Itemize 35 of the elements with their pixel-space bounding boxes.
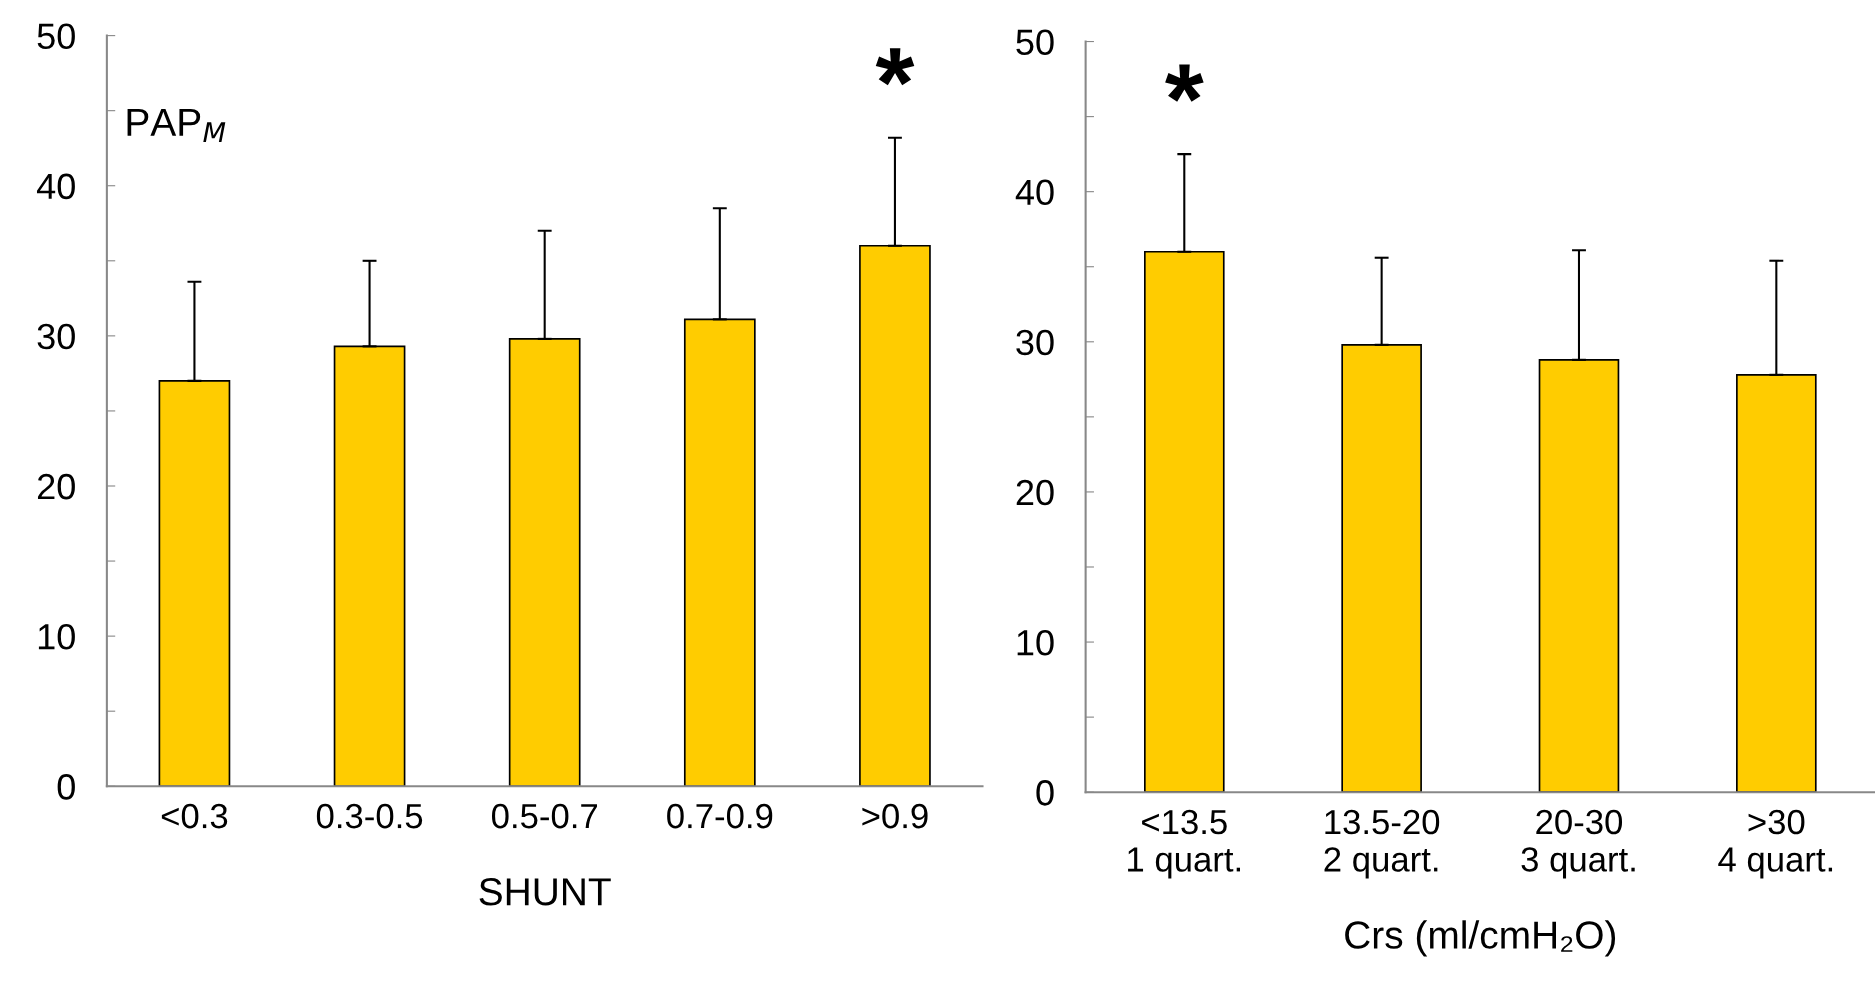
bar [683,318,756,787]
y-tick-label: 20 [37,473,75,500]
y-tick-label: 30 [1016,329,1054,356]
bar [333,345,406,787]
y-tick-label: 40 [36,173,75,200]
annotation: * [1165,64,1204,102]
y-tick-label: 40 [1015,179,1054,206]
bar [1143,250,1225,793]
x-tick-label: <13.5 1 quart. [1128,809,1241,879]
bar [859,244,931,787]
y-tick-label: 0 [1036,780,1054,806]
x-axis-title: Crs (ml/cmH₂O) [1345,920,1616,957]
annotation: * [875,48,915,86]
bar [1538,358,1620,793]
y-axis-title: PAP$_{M}$ [127,108,226,143]
bar [158,380,231,787]
x-tick-label: >0.9 [862,803,928,829]
y-tick-label: 50 [37,23,75,50]
x-tick-label: 13.5-20 2 quart. [1324,809,1440,879]
x-tick-label: 0.5-0.7 [492,803,597,829]
x-tick-label: <0.3 [161,803,228,829]
x-tick-label: 0.3-0.5 [316,803,423,829]
bar [508,338,581,787]
y-tick-label: 30 [37,323,75,350]
x-axis-title: SHUNT [479,877,611,906]
y-tick-label: 50 [1016,29,1054,55]
x-tick-label: 20-30 3 quart. [1521,809,1635,879]
y-tick-label: 0 [57,774,75,800]
bar [1341,343,1422,793]
y-tick-label: 10 [38,623,75,650]
y-tick-label: 20 [1016,479,1054,506]
bar [1736,373,1817,793]
x-tick-label: 0.7-0.9 [667,803,773,829]
y-tick-label: 10 [1017,629,1054,656]
x-tick-label: >30 4 quart. [1718,809,1833,879]
